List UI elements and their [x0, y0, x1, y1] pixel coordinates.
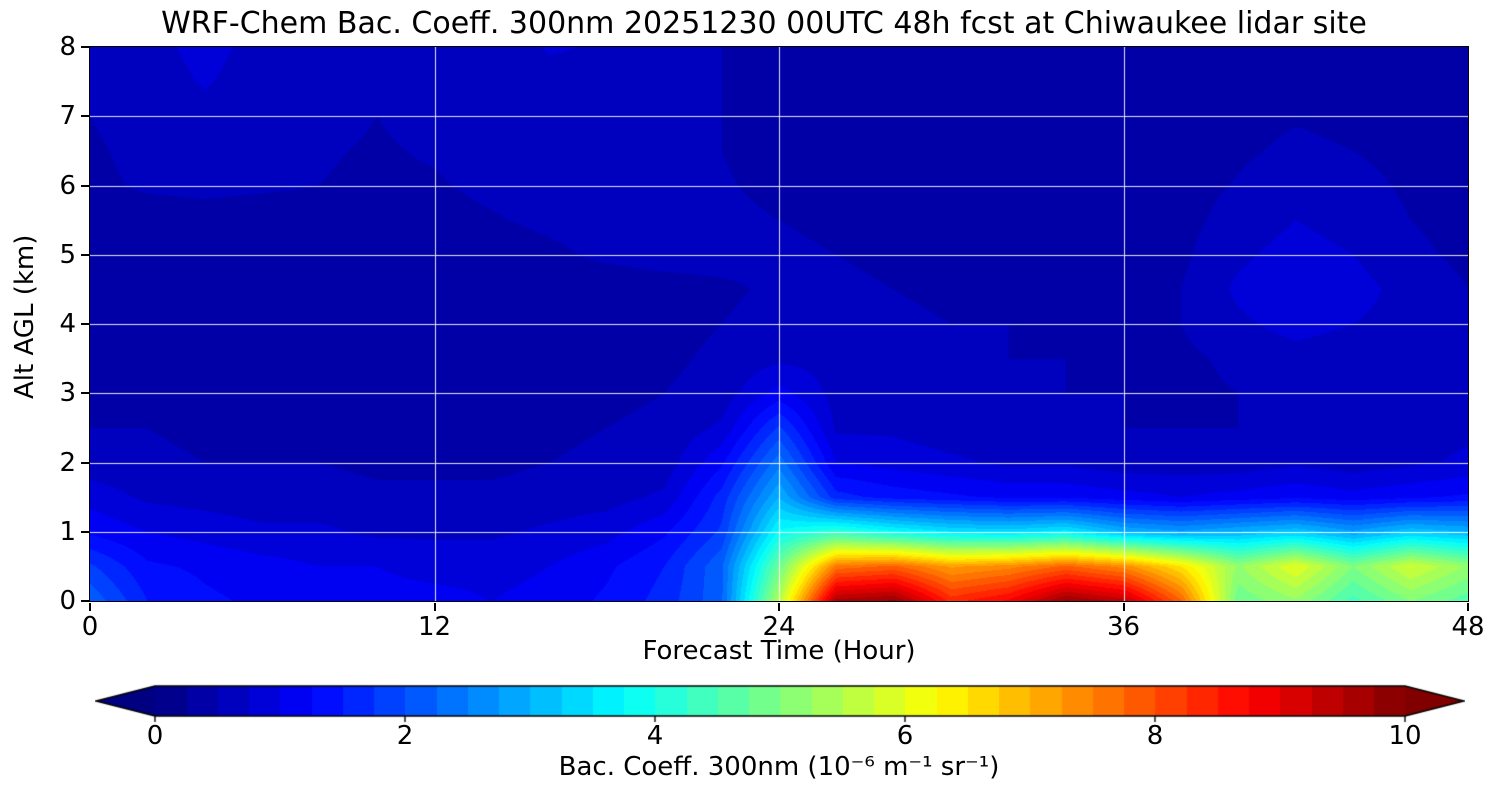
colorbar-tick-label: 8 — [1146, 721, 1164, 751]
y-tick-mark — [81, 184, 89, 187]
x-tick-mark — [89, 603, 91, 611]
x-tick-mark — [1467, 603, 1469, 611]
y-tick-label: 7 — [59, 101, 76, 132]
y-tick-mark — [81, 392, 89, 395]
y-tick-label: 8 — [59, 32, 76, 62]
heatmap-canvas — [90, 47, 1468, 601]
y-tick-label: 1 — [59, 516, 76, 547]
colorbar-tick-label: 4 — [646, 721, 664, 751]
x-tick-mark — [1122, 603, 1125, 611]
plot-area — [89, 46, 1469, 602]
y-tick-label: 0 — [59, 586, 76, 616]
y-tick-mark — [81, 323, 89, 325]
y-tick-mark — [81, 600, 89, 602]
colorbar-canvas — [95, 684, 1465, 724]
colorbar-tick-label: 6 — [896, 721, 914, 751]
x-tick-mark — [778, 603, 780, 611]
colorbar-tick-label: 2 — [396, 721, 414, 751]
y-tick-mark — [81, 115, 89, 118]
y-tick-label: 2 — [59, 447, 76, 478]
colorbar-tick-label: 0 — [146, 721, 164, 751]
chart-title: WRF-Chem Bac. Coeff. 300nm 20251230 00UT… — [161, 6, 1367, 41]
y-tick-label: 4 — [59, 309, 76, 339]
x-axis-label: Forecast Time (Hour) — [642, 636, 916, 666]
x-tick-label: 12 — [417, 612, 452, 642]
y-tick-label: 3 — [59, 378, 76, 409]
y-tick-mark — [81, 461, 89, 464]
colorbar-tick-label: 10 — [1388, 721, 1422, 751]
y-tick-mark — [81, 46, 89, 48]
y-tick-label: 6 — [59, 170, 76, 201]
x-tick-label: 48 — [1451, 612, 1485, 642]
x-tick-mark — [433, 603, 436, 611]
x-tick-label: 0 — [81, 612, 99, 642]
x-tick-label: 24 — [762, 612, 796, 642]
y-tick-label: 5 — [59, 239, 76, 270]
colorbar-label: Bac. Coeff. 300nm (10⁻⁶ m⁻¹ sr⁻¹) — [558, 752, 1000, 782]
y-tick-mark — [81, 253, 89, 256]
y-tick-mark — [81, 530, 89, 533]
x-tick-label: 36 — [1106, 612, 1141, 642]
